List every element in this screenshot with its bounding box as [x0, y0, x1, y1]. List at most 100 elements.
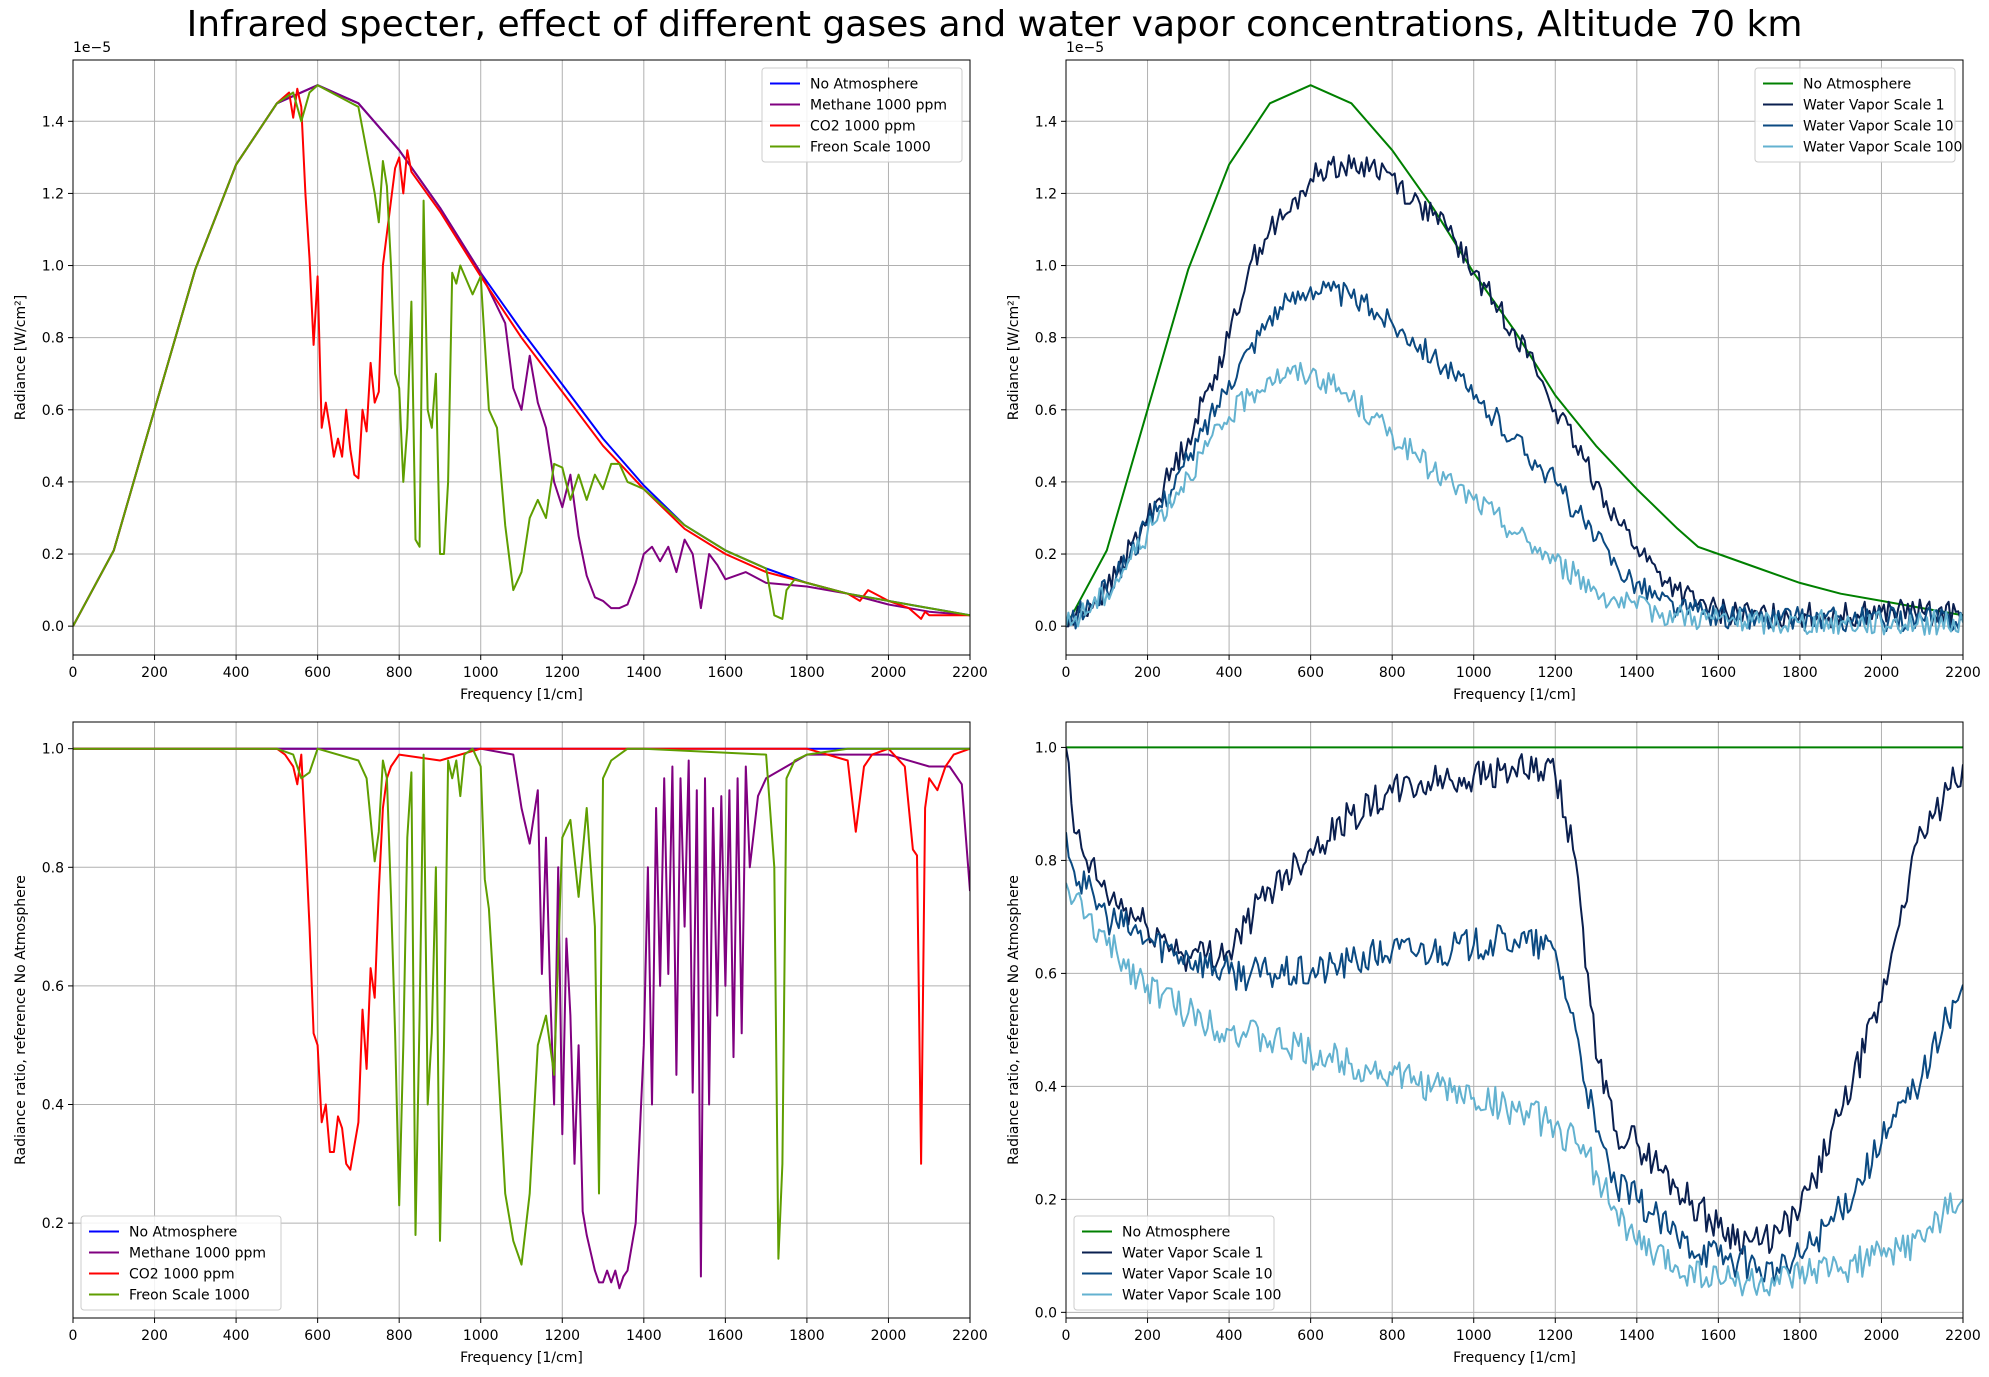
x-tick-label: 2200: [952, 665, 988, 681]
x-tick-label: 1200: [544, 665, 580, 681]
legend-entry-label: Water Vapor Scale 10: [1122, 1267, 1273, 1283]
x-tick-label: 800: [386, 665, 413, 681]
legend: No Atmosphere Methane 1000 ppm CO2 1000 pp…: [761, 67, 963, 163]
x-tick-label: 1600: [1701, 1328, 1737, 1344]
legend-entry-label: CO2 1000 ppm: [810, 119, 916, 135]
y-axis-label: Radiance [W/cm²]: [1006, 295, 1022, 420]
y-tick-label: 0.8: [1035, 331, 1057, 347]
x-tick-label: 2000: [1864, 1328, 1900, 1344]
x-tick-label: 400: [223, 1328, 250, 1344]
legend-entry-label: No Atmosphere: [1122, 1225, 1230, 1241]
legend-box: [761, 67, 963, 163]
series-line-freon-scale-1000: [73, 84, 970, 627]
y-tick-label: 0.0: [42, 619, 64, 635]
series-line-water-vapor-scale-100: [1066, 361, 1963, 636]
x-tick-label: 600: [304, 665, 331, 681]
x-tick-label: 2000: [1864, 665, 1900, 681]
x-tick-label: 400: [223, 665, 250, 681]
x-tick-label: 1200: [544, 1328, 580, 1344]
x-tick-label: 200: [1134, 665, 1161, 681]
x-tick-label: 400: [1216, 1328, 1243, 1344]
legend-entry-label: Water Vapor Scale 10: [1803, 119, 1954, 135]
legend-entry-label: No Atmosphere: [129, 1225, 237, 1241]
y-tick-label: 0.2: [42, 1216, 64, 1232]
axes-frame: [72, 59, 971, 656]
x-axis-label: Frequency [1/cm]: [1453, 1350, 1576, 1366]
legend-entry-label: No Atmosphere: [1803, 77, 1911, 93]
x-tick-label: 2200: [1945, 1328, 1981, 1344]
series-line-methane-1000-ppm: [73, 84, 970, 627]
x-tick-label: 200: [141, 1328, 168, 1344]
x-tick-label: 0: [1062, 1328, 1071, 1344]
x-tick-label: 1000: [463, 1328, 499, 1344]
y-tick-label: 0.4: [42, 475, 64, 491]
legend-entry-label: Water Vapor Scale 1: [1803, 98, 1945, 114]
x-tick-label: 1600: [1701, 665, 1737, 681]
y-tick-label: 0.8: [42, 331, 64, 347]
x-tick-label: 1400: [626, 1328, 662, 1344]
x-tick-label: 0: [1062, 665, 1071, 681]
panel-top-left-radiance-gases: 0 200 400 600 800 1000 1200 1400 1600 1800 2000 220…: [13, 40, 988, 703]
legend-entry-label: Methane 1000 ppm: [129, 1246, 266, 1262]
series-line-freon-scale-1000: [73, 747, 970, 1266]
y-axis-label: Radiance [W/cm²]: [13, 295, 29, 420]
legend-entry-label: Water Vapor Scale 1: [1122, 1246, 1264, 1262]
legend-entry-label: Water Vapor Scale 100: [1122, 1288, 1281, 1304]
y-tick-label: 0.4: [1035, 475, 1057, 491]
legend-entry-label: Water Vapor Scale 100: [1803, 140, 1962, 156]
series-line-water-vapor-scale-1: [1066, 154, 1963, 629]
x-tick-label: 1000: [1456, 1328, 1492, 1344]
legend: No Atmosphere Methane 1000 ppm CO2 1000 pp…: [80, 1215, 282, 1311]
y-tick-label: 0.2: [1035, 1192, 1057, 1208]
y-tick-label: 0.8: [42, 860, 64, 876]
x-axis-label: Frequency [1/cm]: [460, 687, 583, 703]
series-line-no-atmosphere: [73, 84, 970, 627]
x-tick-label: 600: [1297, 665, 1324, 681]
x-tick-label: 1800: [1782, 665, 1818, 681]
x-tick-label: 200: [1134, 1328, 1161, 1344]
x-tick-label: 0: [69, 1328, 78, 1344]
panel-top-right-radiance-water-vapor: 0 200 400 600 800 1000 1200 1400 1600 1800 2000 220…: [1006, 40, 1981, 703]
x-tick-label: 1000: [463, 665, 499, 681]
y-tick-label: 1.2: [1035, 186, 1057, 202]
x-tick-label: 1800: [789, 665, 825, 681]
x-tick-label: 600: [1297, 1328, 1324, 1344]
axes-frame: [1065, 59, 1964, 656]
y-tick-label: 0.4: [42, 1098, 64, 1114]
legend-entry-label: Methane 1000 ppm: [810, 98, 947, 114]
legend: No Atmosphere Water Vapor Scale 1 Water Va…: [1754, 67, 1962, 163]
y-tick-label: 0.0: [1035, 1305, 1057, 1321]
axis-offset-text: 1e−5: [73, 40, 111, 56]
x-axis-label: Frequency [1/cm]: [460, 1350, 583, 1366]
y-tick-label: 0.6: [42, 979, 64, 995]
x-tick-label: 1400: [626, 665, 662, 681]
series-line-co2-1000-ppm: [73, 747, 970, 1171]
series-line-water-vapor-scale-100: [1066, 882, 1963, 1297]
y-axis-label: Radiance ratio, reference No Atmosphere: [1006, 875, 1022, 1165]
panel-bottom-right-ratio-water-vapor: 0 200 400 600 800 1000 1200 1400 1600 1800 2000 220…: [1006, 721, 1981, 1366]
x-tick-label: 1400: [1619, 665, 1655, 681]
x-tick-label: 1800: [789, 1328, 825, 1344]
y-tick-label: 1.0: [1035, 740, 1057, 756]
y-tick-label: 0.2: [42, 547, 64, 563]
y-tick-label: 1.0: [42, 742, 64, 758]
x-tick-label: 200: [141, 665, 168, 681]
series-line-co2-1000-ppm: [73, 87, 970, 627]
x-tick-label: 2000: [871, 1328, 907, 1344]
legend-box: [1073, 1215, 1275, 1311]
x-tick-label: 2200: [1945, 665, 1981, 681]
y-tick-label: 0.0: [1035, 619, 1057, 635]
x-tick-label: 400: [1216, 665, 1243, 681]
series-line-methane-1000-ppm: [73, 747, 970, 1290]
x-tick-label: 800: [1379, 1328, 1406, 1344]
x-tick-label: 0: [69, 665, 78, 681]
series-line-no-atmosphere: [1066, 84, 1963, 627]
legend-entry-label: CO2 1000 ppm: [129, 1267, 235, 1283]
x-tick-label: 800: [386, 1328, 413, 1344]
x-tick-label: 1200: [1537, 1328, 1573, 1344]
legend-box: [80, 1215, 282, 1311]
y-tick-label: 0.4: [1035, 1079, 1057, 1095]
series-line-water-vapor-scale-10: [1066, 832, 1963, 1287]
x-tick-label: 1800: [1782, 1328, 1818, 1344]
axes-frame: [1065, 721, 1964, 1319]
